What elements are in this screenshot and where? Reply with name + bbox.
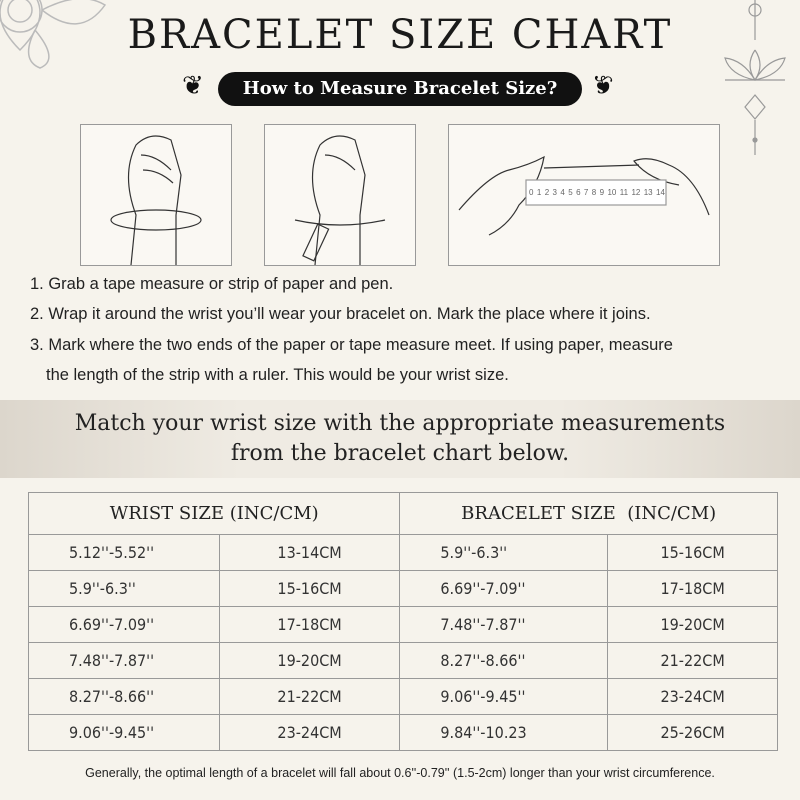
wrist-cm-cell: 13-14CM [218, 534, 401, 571]
swirl-left-icon: ❦ [182, 70, 204, 100]
bracelet-cm-cell: 25-26CM [607, 714, 778, 751]
wrist-inches-cell: 5.9''-6.3'' [28, 570, 220, 607]
bracelet-inches-cell: 8.27''-8.66'' [399, 642, 609, 679]
illustration-hand-mark [264, 124, 416, 266]
wrist-cm-cell: 15-16CM [218, 570, 401, 607]
table-row: 5.12''-5.52'' 13-14CM 5.9''-6.3'' 15-16CM [28, 534, 778, 571]
bracelet-cm-cell: 15-16CM [607, 534, 778, 571]
table-row: 5.9''-6.3'' 15-16CM 6.69''-7.09'' 17-18CM [28, 570, 778, 607]
mandala-decoration-icon [0, 0, 107, 69]
footer-note: Generally, the optimal length of a brace… [85, 766, 715, 780]
wrist-inches-cell: 6.69''-7.09'' [28, 606, 220, 643]
wrist-inches-cell: 8.27''-8.66'' [28, 678, 220, 715]
hands-ruler-icon [458, 155, 710, 236]
ruler-scale: 0 1 2 3 4 5 6 7 8 9 10 11 12 13 14 [529, 188, 665, 197]
banner-line-1: Match your wrist size with the appropria… [74, 411, 726, 436]
table-row: 8.27''-8.66'' 21-22CM 9.06''-9.45'' 23-24CM [28, 678, 778, 715]
bracelet-cm-cell: 23-24CM [607, 678, 778, 715]
wrist-inches-cell: 5.12''-5.52'' [28, 534, 220, 571]
swirl-right-icon: ❦ [592, 70, 614, 100]
step-3-continued: the length of the strip with a ruler. Th… [46, 366, 509, 384]
wrist-cm-cell: 19-20CM [218, 642, 401, 679]
bracelet-inches-cell: 6.69''-7.09'' [399, 570, 609, 607]
wrist-cm-cell: 21-22CM [218, 678, 401, 715]
bracelet-inches-cell: 7.48''-7.87'' [399, 606, 609, 643]
step-3: 3. Mark where the two ends of the paper … [30, 336, 673, 354]
bracelet-cm-cell: 21-22CM [607, 642, 778, 679]
hand-tape-icon [110, 135, 202, 266]
page-title: BRACELET SIZE CHART [127, 12, 673, 58]
bracelet-inches-cell: 9.06''-9.45'' [399, 678, 609, 715]
bracelet-size-header: BRACELET SIZE (INC/CM) [399, 492, 778, 535]
illustration-hand-tape [80, 124, 232, 266]
wrist-cm-cell: 23-24CM [218, 714, 401, 751]
wrist-inches-cell: 7.48''-7.87'' [28, 642, 220, 679]
step-1: 1. Grab a tape measure or strip of paper… [30, 275, 394, 293]
banner-line-2: from the bracelet chart below. [230, 441, 570, 466]
table-row: 7.48''-7.87'' 19-20CM 8.27''-8.66'' 21-22CM [28, 642, 778, 679]
bracelet-inches-cell: 5.9''-6.3'' [399, 534, 609, 571]
hand-mark-icon [294, 135, 386, 266]
subtitle-banner: How to Measure Bracelet Size? [218, 72, 582, 106]
table-row: 6.69''-7.09'' 17-18CM 7.48''-7.87'' 19-20CM [28, 606, 778, 643]
bracelet-cm-cell: 19-20CM [607, 606, 778, 643]
wrist-size-header: WRIST SIZE (INC/CM) [27, 492, 401, 535]
table-row: 9.06''-9.45'' 23-24CM 9.84''-10.23 25-26CM [28, 714, 778, 751]
bracelet-cm-cell: 17-18CM [607, 570, 778, 607]
wrist-inches-cell: 9.06''-9.45'' [28, 714, 220, 751]
instruction-banner: Match your wrist size with the appropria… [0, 400, 800, 478]
step-2: 2. Wrap it around the wrist you’ll wear … [30, 305, 651, 323]
table-header-row: WRIST SIZE (INC/CM) BRACELET SIZE (INC/C… [27, 492, 778, 535]
wrist-cm-cell: 17-18CM [218, 606, 401, 643]
illustration-ruler: 0 1 2 3 4 5 6 7 8 9 10 11 12 13 14 [448, 124, 720, 266]
size-table: WRIST SIZE (INC/CM) BRACELET SIZE (INC/C… [27, 492, 778, 751]
lotus-decoration-icon [724, 0, 786, 155]
bracelet-inches-cell: 9.84''-10.23 [399, 714, 609, 751]
